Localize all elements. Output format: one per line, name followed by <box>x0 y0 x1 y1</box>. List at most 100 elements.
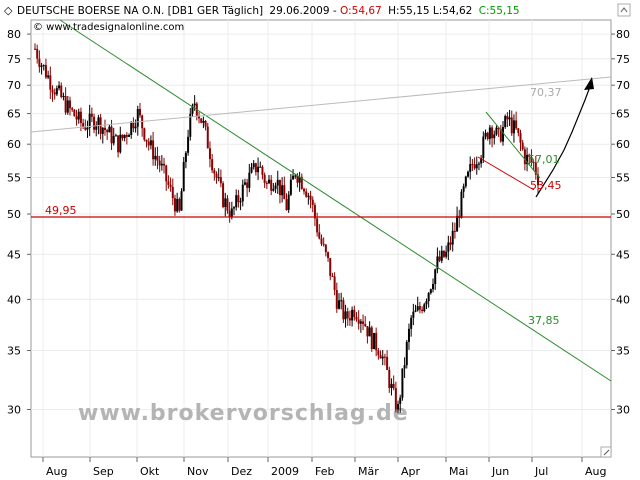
candle-body <box>202 120 205 123</box>
candle-body <box>241 184 244 202</box>
candle-body <box>344 311 347 320</box>
candle-body <box>353 309 356 317</box>
candle-body <box>434 269 437 285</box>
projection-arrow <box>535 83 592 198</box>
candle-body <box>147 141 150 146</box>
candle-body <box>64 95 67 113</box>
candle-body <box>425 301 428 305</box>
candle-body <box>307 195 310 197</box>
candle-body <box>495 127 498 135</box>
candle-body <box>198 115 201 119</box>
candle-body <box>502 127 505 142</box>
y-tick-label: 80 <box>616 28 630 41</box>
x-tick-label: Mai <box>449 465 468 478</box>
candle-body <box>123 134 126 138</box>
candle-body <box>337 300 340 309</box>
candle-body <box>521 142 524 150</box>
candle-body <box>36 48 39 59</box>
candle-body <box>348 318 351 321</box>
candle-body <box>112 136 115 144</box>
candle-body <box>204 120 207 127</box>
candle-body <box>351 309 354 321</box>
candle-body <box>482 136 485 158</box>
candle-body <box>97 117 100 125</box>
candle-body <box>453 230 456 232</box>
candle-body <box>311 199 314 206</box>
candle-body <box>228 210 231 217</box>
candle-body <box>364 324 367 327</box>
label-downtrend: 37,85 <box>528 314 560 327</box>
candle-body <box>88 113 91 128</box>
candle-body <box>331 275 334 277</box>
candle-body <box>71 108 74 110</box>
candle-body <box>340 300 343 302</box>
candle-body <box>421 309 424 312</box>
candle-body <box>171 186 174 199</box>
candle-body <box>93 116 96 130</box>
candle-body <box>442 250 445 257</box>
candle-body <box>412 311 415 318</box>
candle-body <box>34 48 36 50</box>
candle-body <box>296 175 299 183</box>
candle-body <box>370 327 373 350</box>
candle-body <box>265 182 268 184</box>
candle-body <box>386 356 389 370</box>
candle-body <box>138 109 141 116</box>
candle-body <box>316 218 319 233</box>
candle-body <box>73 109 76 117</box>
candle-body <box>342 300 345 320</box>
candle-body <box>143 128 146 140</box>
candle-body <box>156 155 159 161</box>
grid <box>31 20 611 457</box>
candle-body <box>167 181 170 185</box>
candle-body <box>119 134 122 153</box>
candle-body <box>447 242 450 252</box>
candle-body <box>372 332 375 350</box>
candle-body <box>429 289 432 294</box>
y-tick-label: 40 <box>7 293 21 306</box>
scroll-up-icon[interactable] <box>617 3 631 17</box>
y-tick-label: 55 <box>7 172 21 185</box>
candle-body <box>62 95 65 98</box>
candle-body <box>526 154 529 165</box>
candle-body <box>506 116 509 120</box>
candle-body <box>537 174 539 186</box>
candle-body <box>136 109 139 127</box>
y-axis-left: 30 35 40 45 50 55 60 65 70 75 80 <box>7 28 31 417</box>
candle-body <box>169 184 172 187</box>
candle-body <box>530 156 533 163</box>
candle-body <box>160 163 163 166</box>
candle-body <box>302 188 305 192</box>
candle-body <box>58 85 61 89</box>
candle-body <box>200 118 203 123</box>
candle-body <box>515 120 518 129</box>
candle-body <box>322 243 325 245</box>
header-open: O:54,67 <box>340 5 382 17</box>
candle-body <box>254 163 257 173</box>
candle-body <box>289 179 292 195</box>
candle-body <box>257 166 260 173</box>
candle-body <box>248 172 251 188</box>
candle-body <box>394 388 397 410</box>
candle-body <box>534 162 537 175</box>
candle-body <box>294 175 297 177</box>
candle-body <box>134 126 137 129</box>
y-tick-label: 65 <box>616 108 630 121</box>
x-tick-label: Nov <box>187 465 209 478</box>
resize-handle-icon[interactable] <box>600 446 612 458</box>
candle-body <box>84 126 87 130</box>
candle-body <box>103 127 106 131</box>
candle-body <box>335 290 338 309</box>
candle-body <box>60 85 63 98</box>
y-axis-right: 30 35 40 45 50 55 60 65 70 75 80 <box>611 28 630 417</box>
candle-body <box>49 75 52 90</box>
channel-lower-line <box>477 156 535 191</box>
candle-body <box>128 134 131 137</box>
candle-body <box>305 191 308 197</box>
candle-body <box>292 175 295 180</box>
header-instrument: DEUTSCHE BOERSE NA O.N. [DB1 GER Täglich… <box>17 5 263 17</box>
header-high-low: H:55,15 L:54,62 <box>388 5 472 17</box>
candle-body <box>528 154 531 157</box>
label-channel-upper: 57,01 <box>528 153 560 166</box>
x-tick-label: Apr <box>401 465 421 478</box>
